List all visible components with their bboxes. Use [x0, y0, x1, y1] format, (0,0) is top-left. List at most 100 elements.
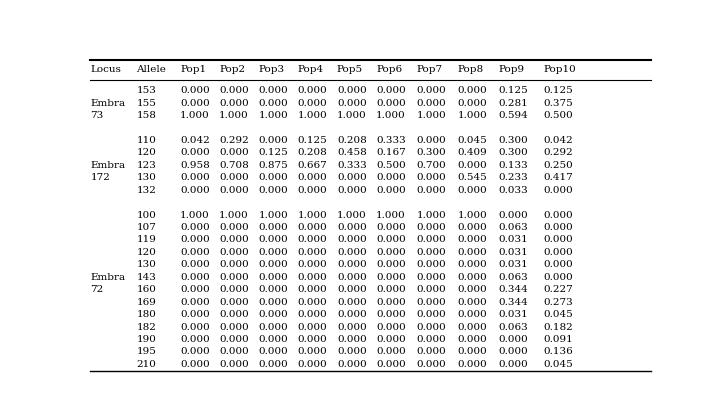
- Text: 0.000: 0.000: [259, 248, 288, 257]
- Text: 120: 120: [137, 248, 156, 257]
- Text: 0.000: 0.000: [458, 99, 487, 108]
- Text: 0.000: 0.000: [298, 298, 328, 307]
- Text: 0.000: 0.000: [337, 335, 367, 344]
- Text: 0.000: 0.000: [337, 285, 367, 294]
- Text: 0.000: 0.000: [219, 186, 249, 194]
- Text: 0.033: 0.033: [498, 186, 528, 194]
- Text: 153: 153: [137, 86, 156, 95]
- Text: 0.000: 0.000: [376, 323, 406, 331]
- Text: 0.000: 0.000: [458, 310, 487, 319]
- Text: 0.000: 0.000: [458, 161, 487, 170]
- Text: 0.000: 0.000: [180, 223, 210, 232]
- Text: 0.000: 0.000: [219, 298, 249, 307]
- Text: Pop9: Pop9: [498, 65, 524, 74]
- Text: 0.000: 0.000: [376, 298, 406, 307]
- Text: 0.458: 0.458: [337, 148, 367, 158]
- Text: 0.000: 0.000: [180, 99, 210, 108]
- Text: 73: 73: [90, 111, 103, 120]
- Text: 0.000: 0.000: [298, 235, 328, 244]
- Text: 0.000: 0.000: [458, 335, 487, 344]
- Text: 0.045: 0.045: [543, 310, 573, 319]
- Text: 0.000: 0.000: [219, 235, 249, 244]
- Text: 0.417: 0.417: [543, 173, 573, 182]
- Text: 0.000: 0.000: [416, 86, 446, 95]
- Text: 0.000: 0.000: [458, 248, 487, 257]
- Text: 0.000: 0.000: [337, 235, 367, 244]
- Text: 0.000: 0.000: [543, 186, 573, 194]
- Text: 0.000: 0.000: [416, 235, 446, 244]
- Text: 0.000: 0.000: [337, 99, 367, 108]
- Text: 0.031: 0.031: [498, 310, 528, 319]
- Text: 0.227: 0.227: [543, 285, 573, 294]
- Text: 0.000: 0.000: [180, 86, 210, 95]
- Text: 0.000: 0.000: [298, 99, 328, 108]
- Text: 160: 160: [137, 285, 156, 294]
- Text: 0.000: 0.000: [259, 310, 288, 319]
- Text: Allele: Allele: [137, 65, 166, 74]
- Text: 0.000: 0.000: [458, 273, 487, 282]
- Text: Pop2: Pop2: [219, 65, 245, 74]
- Text: 0.000: 0.000: [337, 273, 367, 282]
- Text: 0.000: 0.000: [416, 248, 446, 257]
- Text: 0.000: 0.000: [180, 298, 210, 307]
- Text: Embra: Embra: [90, 99, 126, 108]
- Text: 0.000: 0.000: [298, 223, 328, 232]
- Text: 172: 172: [90, 173, 110, 182]
- Text: 0.000: 0.000: [219, 335, 249, 344]
- Text: 0.000: 0.000: [543, 260, 573, 269]
- Text: 0.000: 0.000: [219, 99, 249, 108]
- Text: Pop7: Pop7: [416, 65, 442, 74]
- Text: 0.375: 0.375: [543, 99, 573, 108]
- Text: 0.045: 0.045: [543, 360, 573, 369]
- Text: Pop4: Pop4: [298, 65, 324, 74]
- Text: 0.000: 0.000: [219, 285, 249, 294]
- Text: 0.167: 0.167: [376, 148, 406, 158]
- Text: 0.000: 0.000: [416, 136, 446, 145]
- Text: 0.000: 0.000: [543, 273, 573, 282]
- Text: 0.000: 0.000: [259, 298, 288, 307]
- Text: 0.000: 0.000: [458, 347, 487, 357]
- Text: 1.000: 1.000: [259, 210, 288, 220]
- Text: 0.000: 0.000: [219, 86, 249, 95]
- Text: 195: 195: [137, 347, 156, 357]
- Text: 0.000: 0.000: [337, 298, 367, 307]
- Text: 0.208: 0.208: [298, 148, 328, 158]
- Text: 0.000: 0.000: [219, 360, 249, 369]
- Text: Embra: Embra: [90, 273, 126, 282]
- Text: 0.000: 0.000: [458, 260, 487, 269]
- Text: 0.000: 0.000: [298, 186, 328, 194]
- Text: Pop6: Pop6: [376, 65, 402, 74]
- Text: 0.000: 0.000: [416, 186, 446, 194]
- Text: 0.300: 0.300: [498, 136, 528, 145]
- Text: 0.125: 0.125: [543, 86, 573, 95]
- Text: 130: 130: [137, 173, 156, 182]
- Text: 0.000: 0.000: [298, 285, 328, 294]
- Text: 0.000: 0.000: [416, 360, 446, 369]
- Text: 0.063: 0.063: [498, 273, 528, 282]
- Text: 0.300: 0.300: [498, 148, 528, 158]
- Text: 169: 169: [137, 298, 156, 307]
- Text: 0.182: 0.182: [543, 323, 573, 331]
- Text: 0.000: 0.000: [298, 260, 328, 269]
- Text: 1.000: 1.000: [376, 210, 406, 220]
- Text: 0.000: 0.000: [376, 310, 406, 319]
- Text: 0.042: 0.042: [180, 136, 210, 145]
- Text: 0.000: 0.000: [259, 335, 288, 344]
- Text: 0.000: 0.000: [543, 223, 573, 232]
- Text: 0.000: 0.000: [219, 273, 249, 282]
- Text: 0.000: 0.000: [458, 285, 487, 294]
- Text: 0.000: 0.000: [180, 186, 210, 194]
- Text: 190: 190: [137, 335, 156, 344]
- Text: 0.000: 0.000: [416, 223, 446, 232]
- Text: 0.000: 0.000: [416, 285, 446, 294]
- Text: 0.300: 0.300: [416, 148, 446, 158]
- Text: 0.063: 0.063: [498, 223, 528, 232]
- Text: 1.000: 1.000: [298, 111, 328, 120]
- Text: 0.000: 0.000: [416, 260, 446, 269]
- Text: 0.000: 0.000: [298, 360, 328, 369]
- Text: 130: 130: [137, 260, 156, 269]
- Text: 0.031: 0.031: [498, 260, 528, 269]
- Text: 0.000: 0.000: [337, 310, 367, 319]
- Text: 158: 158: [137, 111, 156, 120]
- Text: 0.000: 0.000: [416, 298, 446, 307]
